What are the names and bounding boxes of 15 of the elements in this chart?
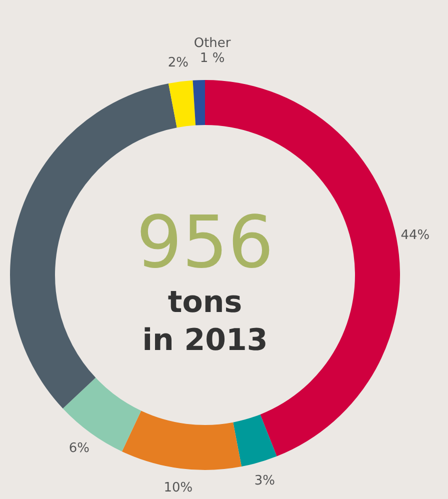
donut-slice	[62, 378, 142, 452]
data-label: 3%	[254, 474, 276, 489]
slice-label: Other	[194, 36, 232, 52]
text: in 2013	[142, 323, 268, 358]
donut-slice	[233, 414, 277, 467]
data-label: 44%	[400, 228, 430, 243]
text: 956	[136, 200, 274, 284]
text: tons	[168, 285, 242, 320]
data-label: 10%	[164, 480, 193, 496]
donut-slice	[192, 80, 205, 126]
data-label: 1 %	[200, 51, 225, 66]
donut-slice	[168, 80, 196, 128]
donut-slice	[122, 410, 242, 470]
data-label: 2%	[168, 56, 188, 71]
data-label: 6%	[68, 441, 90, 456]
